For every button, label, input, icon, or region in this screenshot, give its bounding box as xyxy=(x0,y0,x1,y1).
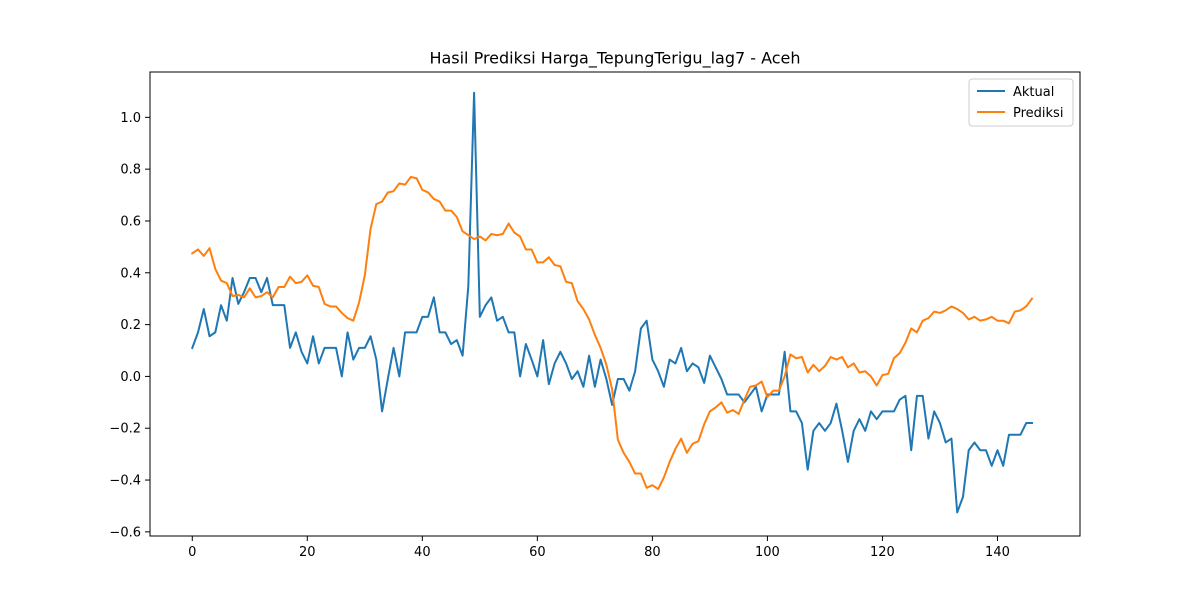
x-tick-label: 100 xyxy=(755,545,780,560)
legend-label-aktual: Aktual xyxy=(1013,85,1054,100)
y-tick-label: 0.0 xyxy=(120,370,141,385)
x-tick-label: 140 xyxy=(985,545,1010,560)
legend-label-prediksi: Prediksi xyxy=(1013,106,1063,121)
axes-frame xyxy=(149,71,1081,537)
y-tick-label: 0.2 xyxy=(120,318,141,333)
series-line-prediksi xyxy=(190,175,1034,491)
y-tick-label: 0.4 xyxy=(120,266,141,281)
chart-title: Hasil Prediksi Harga_TepungTerigu_lag7 -… xyxy=(429,49,800,69)
x-tick-label: 80 xyxy=(644,545,661,560)
x-tick-label: 40 xyxy=(414,545,431,560)
x-tick-label: 120 xyxy=(870,545,895,560)
y-tick-label: 0.8 xyxy=(120,163,141,178)
y-tick-label: −0.4 xyxy=(109,474,141,489)
plot-area: 0 20 40 60 80 100 120 140 −0.6 −0.4 −0.2 0.0 0.2 0.4 0… xyxy=(109,91,1034,560)
series-line-aktual xyxy=(190,91,1033,514)
x-tick-label: 0 xyxy=(188,545,196,560)
y-tick-label: −0.2 xyxy=(109,422,141,437)
y-tick-label: −0.6 xyxy=(109,525,141,540)
y-tick-label: 0.6 xyxy=(120,214,141,229)
x-tick-label: 60 xyxy=(529,545,546,560)
legend: Aktual Prediksi xyxy=(968,78,1074,127)
y-tick-label: 1.0 xyxy=(120,111,141,126)
x-tick-label: 20 xyxy=(299,545,316,560)
